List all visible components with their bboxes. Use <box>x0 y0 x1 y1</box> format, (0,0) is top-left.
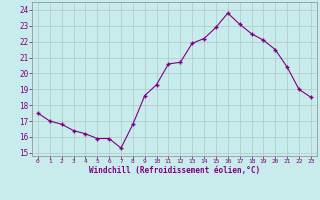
X-axis label: Windchill (Refroidissement éolien,°C): Windchill (Refroidissement éolien,°C) <box>89 166 260 175</box>
